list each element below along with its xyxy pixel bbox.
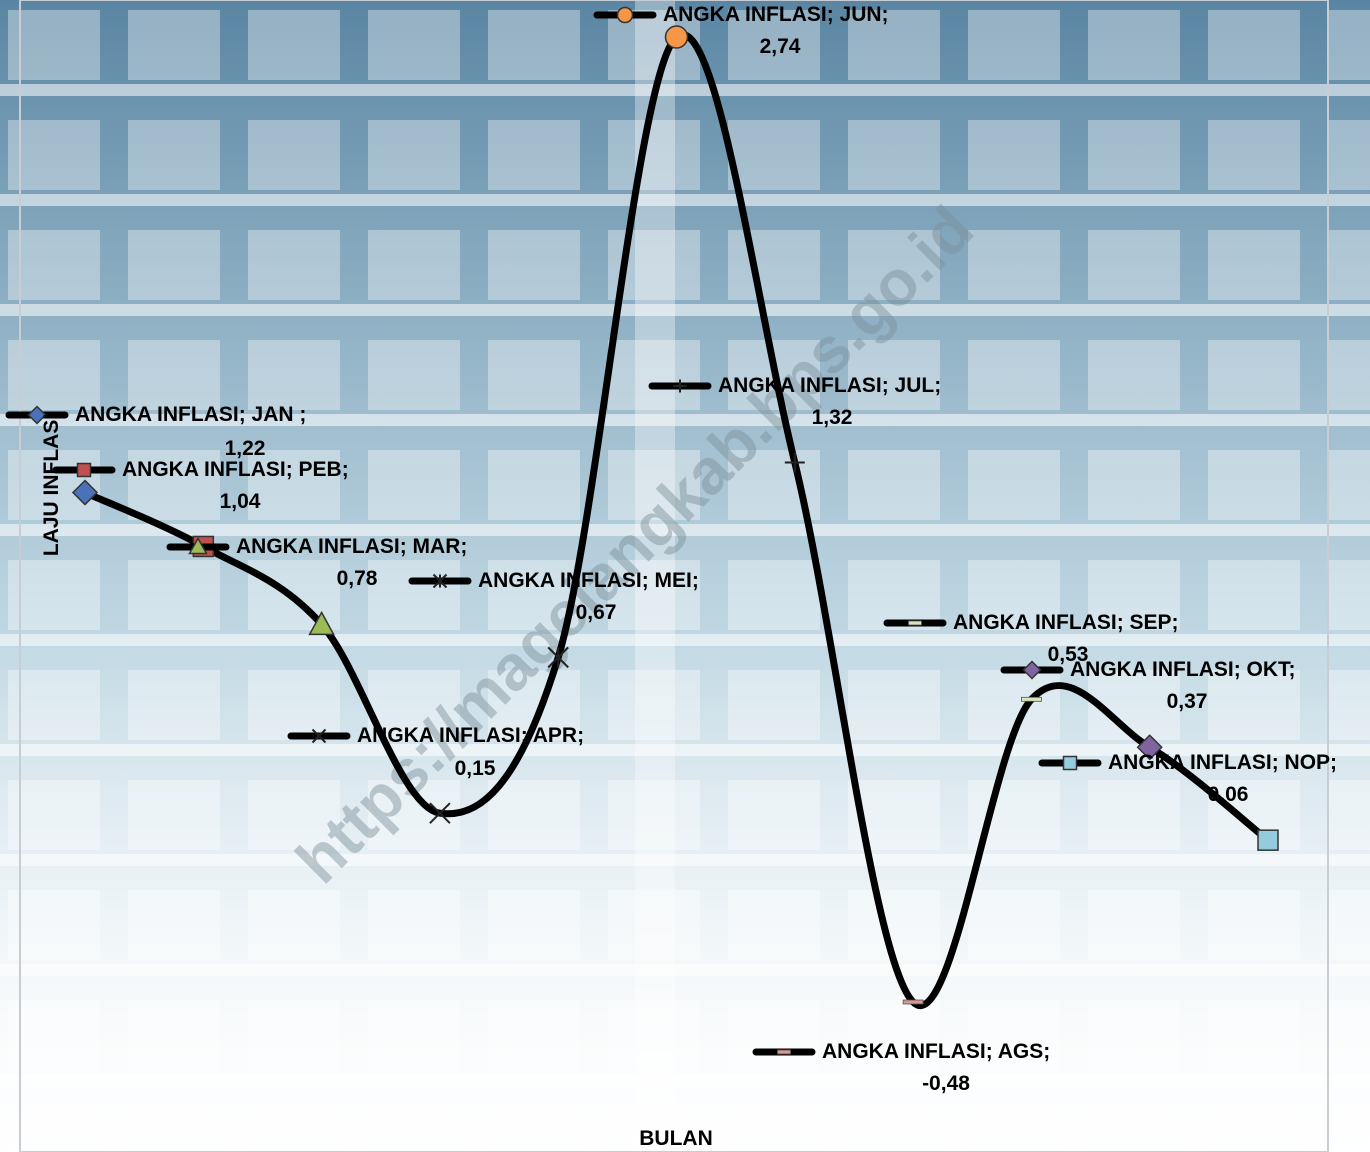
data-label-mar: ANGKA INFLASI; MAR; 0,78 xyxy=(166,535,467,590)
data-label-nop: ANGKA INFLASI; NOP; 0,06 xyxy=(1038,751,1337,806)
data-point-jan xyxy=(71,479,99,506)
data-label-series-category: ANGKA INFLASI; JUL; xyxy=(718,374,941,397)
data-point-okt xyxy=(1136,734,1163,761)
data-label-value: 0,15 xyxy=(455,757,496,780)
data-point-nop xyxy=(1257,829,1279,851)
legend-key-marker xyxy=(908,620,922,626)
legend-key-marker xyxy=(27,405,47,425)
data-label-series-category: ANGKA INFLASI; OKT; xyxy=(1070,658,1296,681)
legend-key-marker xyxy=(673,379,687,393)
legend-key-marker xyxy=(1062,755,1078,771)
data-label-ags: ANGKA INFLASI; AGS; -0,48 xyxy=(752,1040,1050,1095)
data-point-jun xyxy=(664,25,689,49)
data-label-series-category: ANGKA INFLASI; APR; xyxy=(357,724,584,747)
data-label-apr: ANGKA INFLASI; APR; 0,15 xyxy=(287,724,584,780)
data-label-value: 1,32 xyxy=(812,406,853,429)
data-label-okt: ANGKA INFLASI; OKT; 0,37 xyxy=(1000,658,1296,713)
data-label-value: 0,78 xyxy=(337,567,378,590)
data-label-peb: ANGKA INFLASI; PEB; 1,04 xyxy=(52,458,349,513)
data-label-series-category: ANGKA INFLASI; PEB; xyxy=(122,458,349,481)
data-label-series-category: ANGKA INFLASI; NOP; xyxy=(1108,751,1337,774)
y-axis-title: LAJU INFLASI xyxy=(40,414,63,556)
legend-key-marker xyxy=(1022,660,1042,680)
data-point-mar xyxy=(308,610,335,636)
data-label-value: -0,48 xyxy=(922,1072,970,1095)
data-label-value: 0,67 xyxy=(576,601,617,624)
legend-key-marker xyxy=(777,1049,791,1055)
data-label-series-category: ANGKA INFLASI; SEP; xyxy=(953,611,1179,634)
data-label-value: 2,74 xyxy=(760,35,801,58)
data-label-value: 0,53 xyxy=(1048,643,1089,666)
data-label-sep: ANGKA INFLASI; SEP; 0,53 xyxy=(883,611,1179,666)
data-label-jan: ANGKA INFLASI; JAN ; 1,22 xyxy=(5,403,306,460)
data-label-series-category: ANGKA INFLASI; JAN ; xyxy=(75,403,306,426)
data-point-jul xyxy=(784,452,805,473)
data-label-series-category: ANGKA INFLASI; JUN; xyxy=(663,3,889,26)
data-label-jul: ANGKA INFLASI; JUL; 1,32 xyxy=(648,374,941,429)
data-point-mei xyxy=(547,646,569,669)
x-axis-title: BULAN xyxy=(639,1127,713,1150)
data-label-value: 1,22 xyxy=(225,437,266,460)
legend-key-marker xyxy=(616,6,634,24)
data-point-sep xyxy=(1021,696,1042,702)
data-label-jun: ANGKA INFLASI; JUN; 2,74 xyxy=(593,3,889,58)
series-line-angka-inflasi xyxy=(81,31,1272,1009)
data-label-value: 0,06 xyxy=(1208,783,1249,806)
legend-key-marker xyxy=(311,728,327,744)
legend-key-marker xyxy=(432,573,448,589)
data-point-ags xyxy=(902,999,924,1005)
data-label-series-category: ANGKA INFLASI; MEI; xyxy=(478,569,699,592)
data-label-value: 0,37 xyxy=(1167,690,1208,713)
data-label-value: 1,04 xyxy=(220,490,261,513)
data-label-series-category: ANGKA INFLASI; MAR; xyxy=(236,535,467,558)
data-label-mei: ANGKA INFLASI; MEI; 0,67 xyxy=(408,569,699,624)
legend-key-marker xyxy=(188,536,208,555)
data-label-series-category: ANGKA INFLASI; AGS; xyxy=(822,1040,1050,1063)
legend-key-marker xyxy=(76,462,92,478)
data-point-apr xyxy=(429,802,451,824)
